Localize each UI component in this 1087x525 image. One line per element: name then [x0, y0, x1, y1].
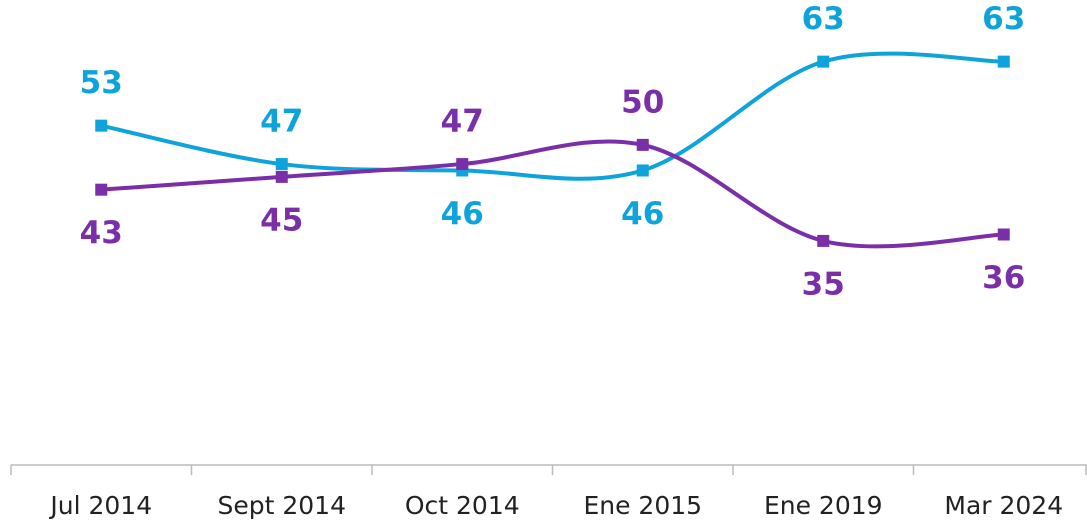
series-line: [100, 51, 1004, 181]
data-label: 53: [80, 65, 123, 101]
data-label: 47: [441, 104, 484, 140]
data-label: 63: [802, 1, 845, 37]
marker: [275, 158, 288, 171]
x-tick-label: Ene 2019: [764, 491, 883, 520]
marker: [95, 119, 108, 132]
data-label: 45: [260, 202, 303, 238]
x-tick-label: Oct 2014: [405, 491, 520, 520]
data-label: 47: [260, 104, 303, 140]
data-label: 46: [621, 196, 664, 232]
x-tick-label: Mar 2024: [944, 491, 1063, 520]
marker: [817, 234, 830, 247]
data-label: 50: [621, 84, 664, 120]
data-label: 46: [441, 196, 484, 232]
data-label: 43: [80, 215, 123, 251]
marker: [817, 55, 830, 68]
marker: [456, 158, 469, 171]
data-label: 35: [802, 266, 845, 302]
marker: [95, 183, 108, 196]
series-line: [101, 139, 1004, 249]
x-tick-label: Sept 2014: [218, 491, 347, 520]
marker: [636, 164, 649, 177]
marker: [275, 170, 288, 183]
marker: [997, 228, 1010, 241]
data-label: 63: [982, 1, 1025, 37]
marker: [636, 138, 649, 151]
marker: [997, 55, 1010, 68]
x-tick-label: Ene 2015: [583, 491, 702, 520]
x-tick-label: Jul 2014: [48, 491, 152, 520]
data-label: 36: [982, 260, 1025, 296]
